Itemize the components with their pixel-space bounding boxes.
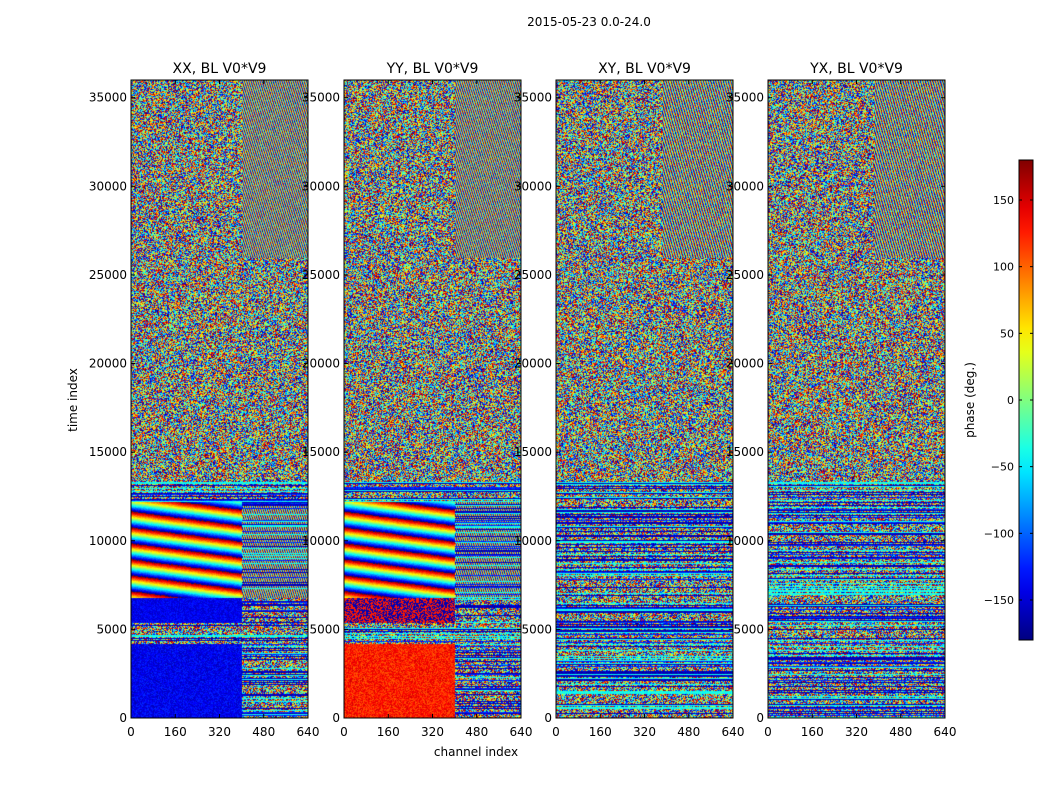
panel-yy: YY, BL V0*V9 0 160 320 480 640 0 5000 10000 15000… [302,61,533,739]
y-tick-label: 5000 [521,622,552,636]
panel-heatmap-image [768,80,945,718]
x-tick-label: 160 [801,725,824,739]
panel-title: YY, BL V0*V9 [386,61,479,77]
panel-title: XX, BL V0*V9 [173,61,267,77]
x-tick-label: 320 [633,725,656,739]
y-tick-label: 20000 [514,357,552,371]
panel-title: XY, BL V0*V9 [598,61,691,77]
y-tick-label: 10000 [514,534,552,548]
colorbar-tick-label: −150 [984,594,1014,607]
y-tick-label: 5000 [96,622,127,636]
x-tick-label: 320 [421,725,444,739]
panel-heatmap-image [131,80,308,718]
x-tick-label: 640 [722,725,745,739]
colorbar-tick-label: 0 [1007,394,1014,407]
panel-yx: YX, BL V0*V9 0 160 320 480 640 0 5000 10000 15000… [726,61,957,739]
panel-xy: XY, BL V0*V9 0 160 320 480 640 0 5000 10000 15000… [514,61,745,739]
x-tick-label: 0 [340,725,348,739]
y-tick-label: 30000 [514,179,552,193]
x-tick-label: 640 [297,725,320,739]
y-tick-label: 0 [119,711,127,725]
y-tick-label: 35000 [726,91,764,105]
y-tick-label: 5000 [309,622,340,636]
y-tick-label: 30000 [89,179,127,193]
y-tick-label: 30000 [302,179,340,193]
x-tick-label: 160 [377,725,400,739]
colorbar-tick-label: −50 [991,461,1014,474]
y-tick-label: 20000 [89,357,127,371]
x-tick-label: 480 [677,725,700,739]
x-tick-label: 640 [510,725,533,739]
panel-heatmap-image [344,80,521,718]
panels-layer: XX, BL V0*V9 0 160 320 480 640 0 5000 10000 15000… [89,61,957,739]
figure-suptitle: 2015-05-23 0.0-24.0 [527,15,651,29]
x-tick-label: 160 [164,725,187,739]
y-tick-label: 25000 [302,268,340,282]
y-tick-label: 25000 [89,268,127,282]
y-tick-label: 10000 [302,534,340,548]
x-tick-label: 320 [845,725,868,739]
x-tick-label: 160 [589,725,612,739]
x-tick-label: 480 [252,725,275,739]
y-axis-label: time index [66,368,80,432]
y-tick-label: 25000 [514,268,552,282]
colorbar-tick-label: 100 [993,261,1014,274]
y-tick-label: 5000 [733,622,764,636]
y-tick-label: 15000 [514,445,552,459]
x-tick-label: 480 [465,725,488,739]
panel-title: YX, BL V0*V9 [809,61,903,77]
y-tick-label: 30000 [726,179,764,193]
colorbar: −150 −100 −50 0 50 100 150 [984,159,1034,641]
x-tick-label: 640 [934,725,957,739]
colorbar-label: phase (deg.) [963,362,977,438]
panel-heatmap-image [556,80,733,718]
colorbar-tick-label: 50 [1000,327,1014,340]
x-tick-label: 0 [127,725,135,739]
x-tick-label: 320 [208,725,231,739]
y-tick-label: 35000 [302,91,340,105]
y-tick-label: 0 [332,711,340,725]
y-tick-label: 0 [756,711,764,725]
y-tick-label: 25000 [726,268,764,282]
y-tick-label: 10000 [89,534,127,548]
y-tick-label: 20000 [302,357,340,371]
y-tick-label: 35000 [514,91,552,105]
x-tick-label: 0 [552,725,560,739]
y-tick-label: 10000 [726,534,764,548]
colorbar-tick-label: −100 [984,527,1014,540]
x-tick-label: 0 [764,725,772,739]
x-tick-label: 480 [889,725,912,739]
y-tick-label: 15000 [726,445,764,459]
panel-xx: XX, BL V0*V9 0 160 320 480 640 0 5000 10000 15000… [89,61,320,739]
y-tick-label: 0 [544,711,552,725]
y-tick-label: 20000 [726,357,764,371]
x-axis-label: channel index [434,745,518,759]
y-tick-label: 35000 [89,91,127,105]
y-tick-label: 15000 [302,445,340,459]
colorbar-tick-label: 150 [993,194,1014,207]
y-tick-label: 15000 [89,445,127,459]
